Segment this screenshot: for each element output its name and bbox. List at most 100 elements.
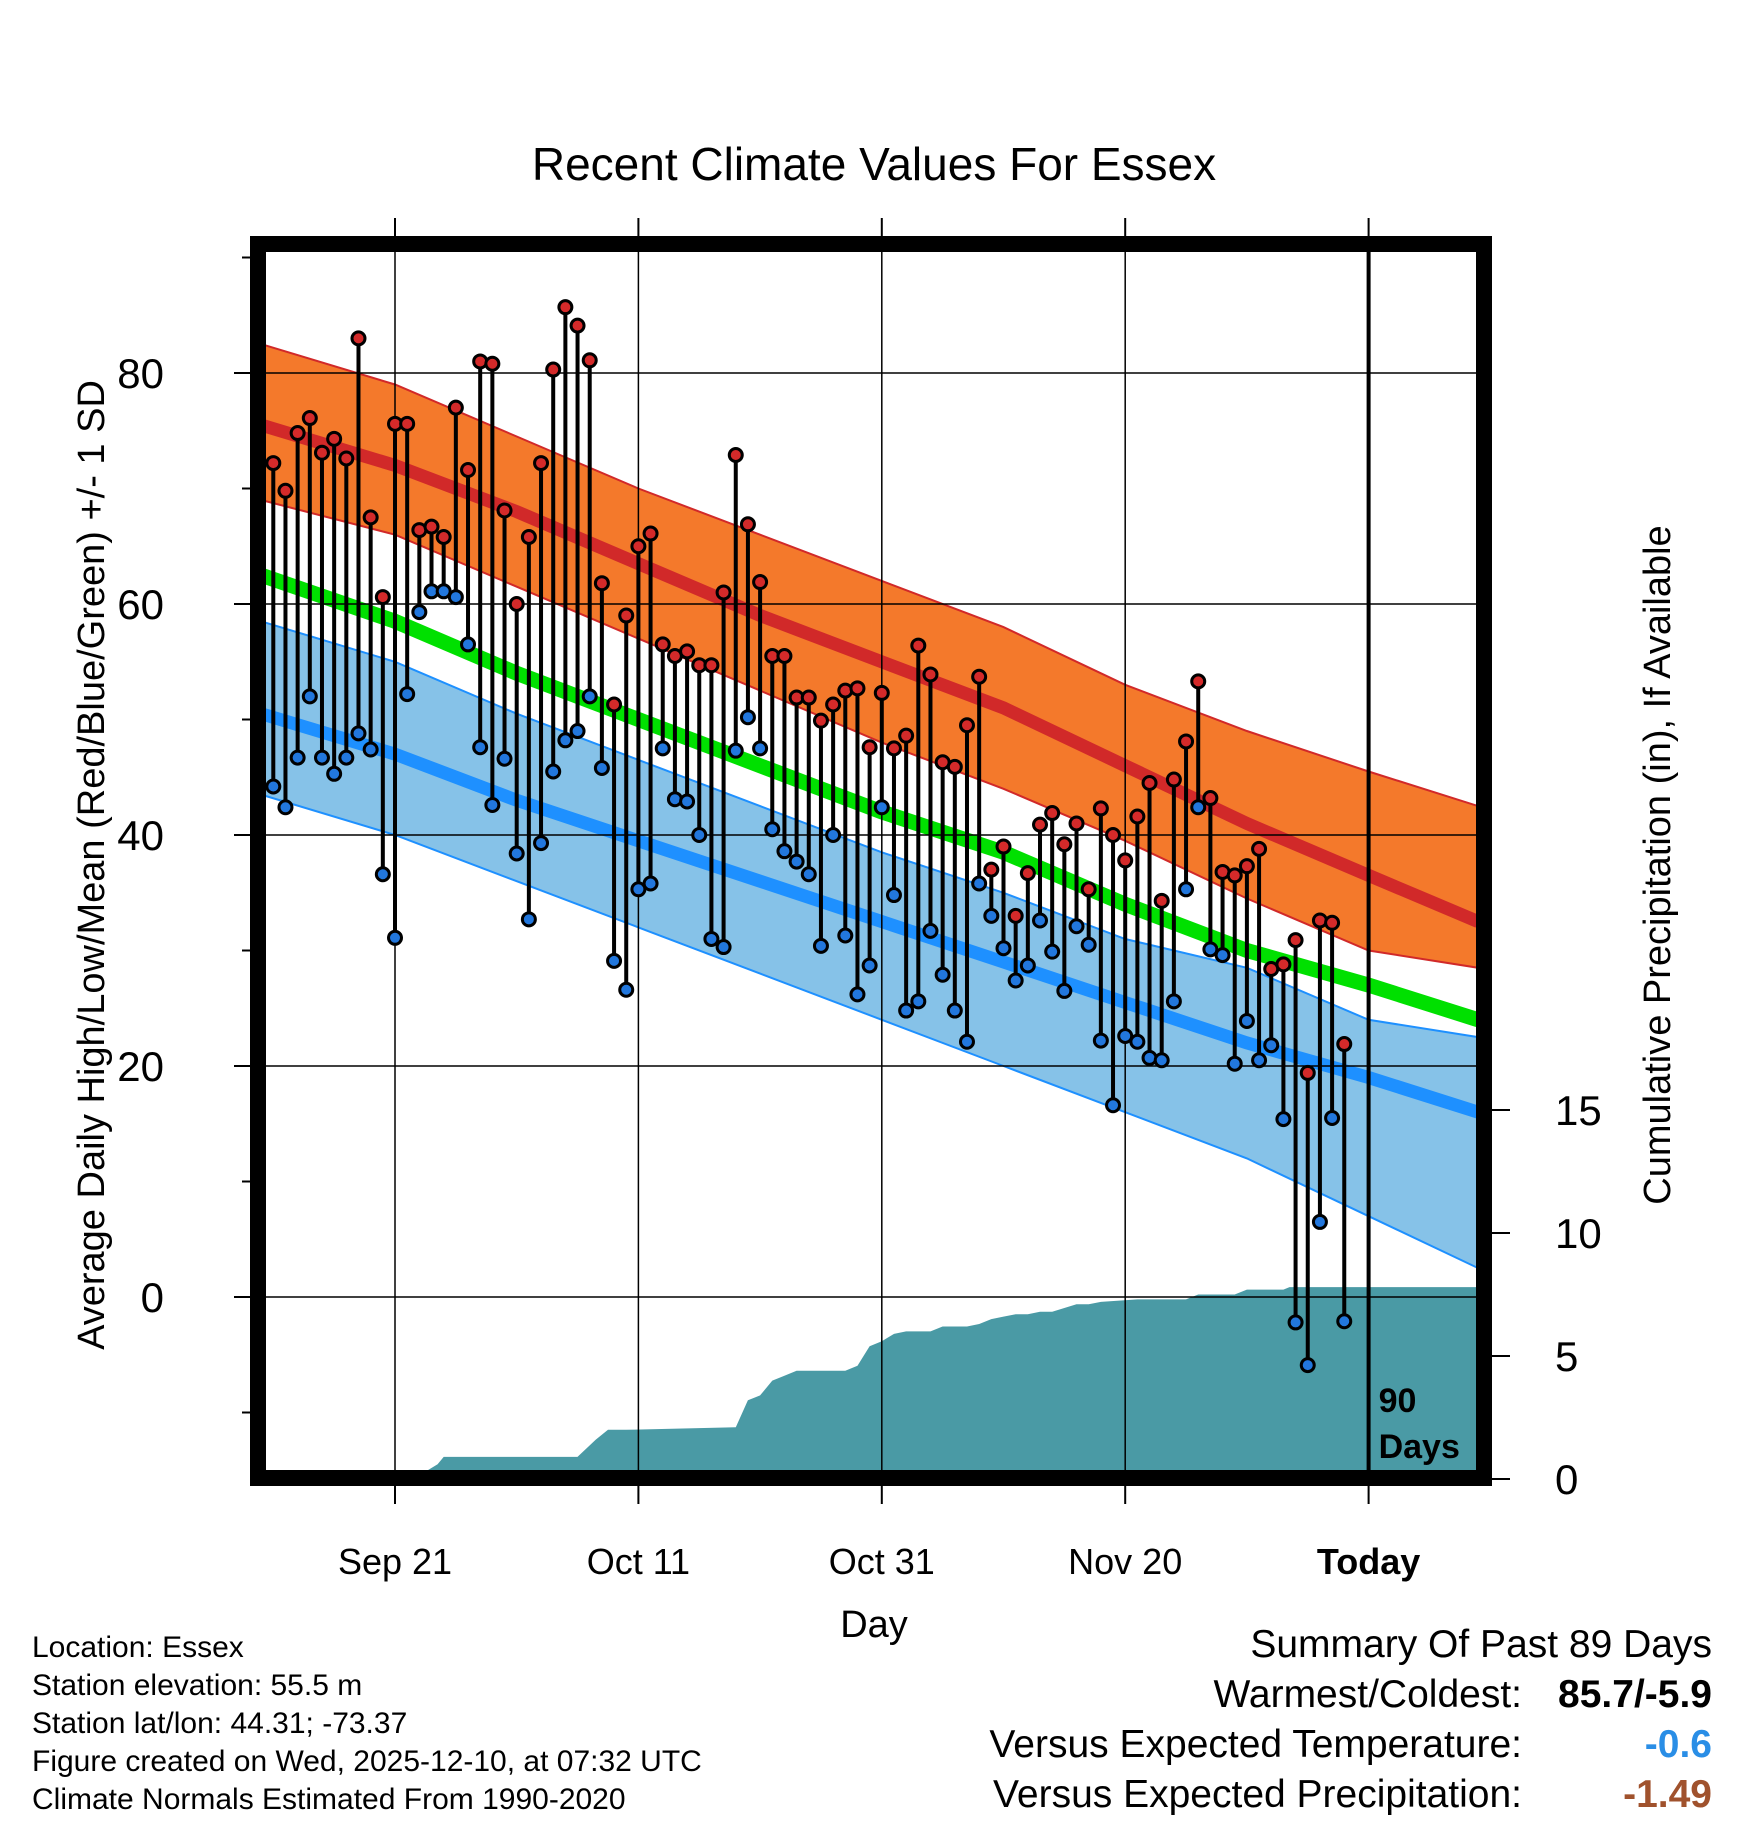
daily-low-point xyxy=(1238,1012,1255,1029)
daily-high-point xyxy=(460,462,477,479)
daily-low-point xyxy=(691,827,708,843)
daily-high-point xyxy=(1032,816,1049,833)
daily-low-point xyxy=(1153,1052,1170,1069)
info-created: Figure created on Wed, 2025-12-10, at 07… xyxy=(32,1745,702,1778)
daily-low-point xyxy=(301,688,318,705)
daily-high-point xyxy=(374,589,391,606)
daily-high-point xyxy=(995,838,1012,855)
daily-low-point xyxy=(776,843,793,860)
precip-anomaly-label: Versus Expected Precipitation: xyxy=(993,1773,1522,1816)
daily-low-point xyxy=(1068,918,1085,935)
x-tick-label: Today xyxy=(1317,1541,1420,1582)
daily-low-point xyxy=(533,835,550,852)
daily-low-point xyxy=(995,940,1012,957)
daily-high-point xyxy=(630,538,647,555)
daily-high-point xyxy=(885,740,902,757)
daily-high-point xyxy=(423,518,440,535)
daily-low-point xyxy=(520,911,537,928)
daily-low-point xyxy=(581,688,598,705)
daily-low-point xyxy=(1251,1052,1268,1069)
daily-low-point xyxy=(861,957,878,974)
daily-high-point xyxy=(1336,1036,1353,1053)
y-right-axis-label: Cumulative Precipitation (in), If Availa… xyxy=(1637,525,1679,1204)
daily-high-point xyxy=(873,684,890,701)
daily-low-point xyxy=(557,732,574,749)
daily-low-point xyxy=(435,583,452,600)
daily-low-point xyxy=(350,725,367,742)
daily-low-point xyxy=(1117,1027,1134,1044)
daily-low-point xyxy=(1311,1213,1328,1230)
daily-low-point xyxy=(1190,799,1207,816)
daily-high-point xyxy=(1141,775,1158,792)
daily-low-point xyxy=(1275,1111,1292,1128)
daily-high-point xyxy=(958,717,975,734)
daily-low-point xyxy=(654,740,671,757)
daily-high-point xyxy=(447,399,464,416)
daily-low-point xyxy=(289,749,306,766)
daily-high-point xyxy=(1092,800,1109,817)
daily-low-point xyxy=(313,749,330,766)
daily-low-point xyxy=(387,929,403,946)
daily-low-point xyxy=(679,793,696,810)
daily-high-point xyxy=(569,317,586,334)
daily-high-point xyxy=(910,637,927,654)
x-tick-label: Oct 31 xyxy=(829,1541,935,1582)
x-tick-label: Sep 21 xyxy=(338,1541,452,1582)
daily-low-point xyxy=(715,939,732,956)
plot-content: 90 Days xyxy=(258,244,1484,1478)
precip-anomaly-value: -1.49 xyxy=(1623,1773,1712,1816)
info-normals-note: Climate Normals Estimated From 1990-2020 xyxy=(32,1783,626,1816)
plot-area: 90 Days 0 20 40 60 80 0 5 10 15 Sep 21 Oct 11 Oct 31 N… xyxy=(117,218,1602,1582)
daily-low-point xyxy=(1019,957,1036,974)
daily-low-point xyxy=(508,845,525,862)
daily-high-point xyxy=(825,696,842,713)
daily-high-point xyxy=(983,861,1000,878)
daily-high-point xyxy=(545,361,562,378)
daily-low-point xyxy=(1287,1314,1304,1331)
daily-high-point xyxy=(277,482,294,499)
daily-high-point xyxy=(898,727,915,744)
daily-high-point xyxy=(1324,914,1341,931)
daily-high-point xyxy=(1226,867,1243,884)
daily-high-point xyxy=(399,415,416,432)
daily-high-point xyxy=(1165,771,1182,788)
daily-low-point xyxy=(326,765,343,782)
daily-low-point xyxy=(484,796,501,813)
daily-high-point xyxy=(1275,956,1292,973)
y-right-tick-label: 0 xyxy=(1555,1456,1578,1503)
daily-low-point xyxy=(1092,1032,1109,1049)
daily-low-point xyxy=(399,686,416,703)
daily-low-point xyxy=(1080,936,1097,953)
daily-high-point xyxy=(1019,865,1036,882)
daily-high-point xyxy=(557,299,574,316)
daily-low-point xyxy=(460,636,477,653)
y-tick-label: 60 xyxy=(117,581,164,628)
daily-high-point xyxy=(326,430,343,447)
daily-low-point xyxy=(630,881,647,898)
daily-high-point xyxy=(508,596,525,612)
daily-high-point xyxy=(800,689,817,706)
daily-high-point xyxy=(922,666,939,683)
daily-high-point xyxy=(971,668,988,685)
daily-high-point xyxy=(1153,892,1170,909)
daily-high-point xyxy=(1105,827,1122,843)
daily-high-point xyxy=(1056,836,1073,853)
daily-low-point xyxy=(374,866,391,883)
daily-high-point xyxy=(861,739,878,756)
daily-high-point xyxy=(1129,808,1146,825)
chart-title: Recent Climate Values For Essex xyxy=(532,138,1216,190)
daily-high-point xyxy=(496,502,513,519)
daily-high-point xyxy=(1238,858,1255,875)
daily-high-point xyxy=(679,643,696,660)
summary-panel: Summary Of Past 89 Days Warmest/Coldest:… xyxy=(989,1620,1712,1820)
daily-low-point xyxy=(447,589,464,606)
daily-low-point xyxy=(812,937,829,954)
y-tick-label: 80 xyxy=(117,350,164,397)
daily-low-point xyxy=(265,778,282,795)
daily-high-point xyxy=(812,712,829,729)
daily-low-point xyxy=(1299,1357,1316,1374)
daily-high-point xyxy=(350,330,367,347)
daily-low-point xyxy=(971,875,988,892)
daily-high-point xyxy=(654,636,671,653)
daily-high-point xyxy=(338,450,355,467)
